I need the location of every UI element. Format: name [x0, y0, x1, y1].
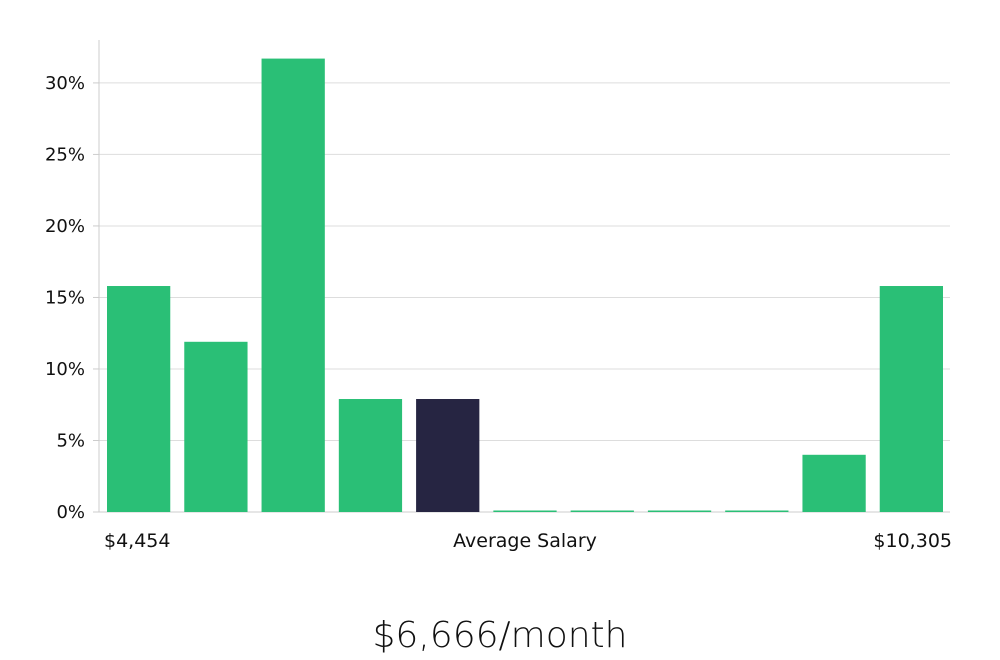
bar — [261, 58, 325, 513]
bar — [338, 399, 403, 512]
y-tick-label: 20% — [45, 216, 85, 237]
bar — [107, 286, 171, 512]
bar — [725, 510, 789, 512]
histogram-svg: 0% 5% 10% 15% 20% 25% 30% $4,454 Average Salar… — [45, 40, 952, 552]
bar — [184, 341, 248, 512]
y-tick-label: 25% — [45, 144, 85, 165]
x-center-label: Average Salary — [453, 530, 597, 552]
y-tick-labels: 0% 5% 10% 15% 20% 25% 30% — [45, 73, 85, 523]
average-salary-headline: $6,666/month — [372, 615, 628, 656]
bar-highlight — [416, 399, 480, 512]
bars — [107, 58, 943, 513]
bar — [647, 510, 712, 512]
bar — [879, 286, 943, 512]
x-min-label: $4,454 — [104, 530, 170, 552]
x-max-label: $10,305 — [873, 530, 952, 552]
bar — [570, 510, 634, 512]
y-tick-label: 5% — [56, 430, 85, 451]
y-tick-label: 15% — [45, 287, 85, 308]
x-labels: $4,454 Average Salary $10,305 — [104, 530, 952, 552]
bar — [493, 510, 557, 512]
y-tick-label: 10% — [45, 359, 85, 380]
bar — [802, 454, 866, 512]
y-tick-label: 0% — [56, 502, 85, 523]
y-tick-label: 30% — [45, 73, 85, 94]
